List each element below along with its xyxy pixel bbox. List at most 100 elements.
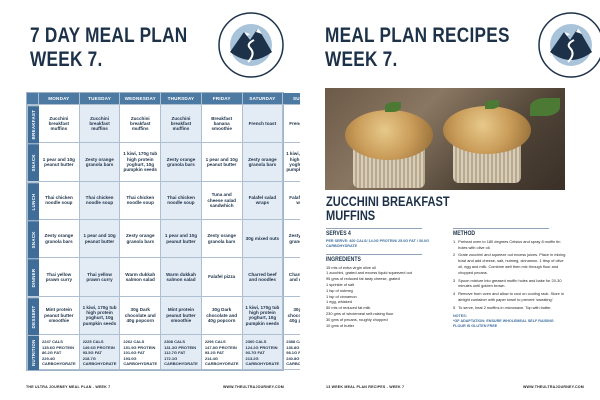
method-list: 1 Preheat oven to 180 degrees Celsius and…	[453, 239, 566, 311]
meal-cell: Thai chicken noodle soup	[120, 181, 162, 220]
serves-ingredients-column: SERVES 4 PER SERVE: 400 CALS/ 14.0G PROT…	[326, 228, 439, 328]
meal-cell: Thai yellow prawn curry	[79, 258, 121, 297]
meal-cell: Thai yellow prawn curry	[39, 258, 80, 297]
row-label: DINNER	[27, 258, 39, 297]
nutrition-value: 93.7G FAT	[245, 350, 265, 356]
nutrition-value: 124.2G PROTEIN	[245, 344, 278, 350]
meal-cell: Zesty orange granola bars	[242, 143, 284, 182]
step-number: 2	[453, 252, 456, 258]
method-heading: METHOD	[453, 228, 550, 238]
meal-plan-page: 7 DAY MEAL PLAN WEEK 7. MONDAY TUESDAY WEDN…	[26, 12, 324, 389]
footer-right: WWW.THEULTRAJOURNEY.COM	[222, 385, 284, 389]
notes-heading: NOTES:	[453, 313, 467, 318]
meal-cell: Zesty orange granola bars	[79, 143, 121, 182]
meal-cell: 30g mixed nuts	[242, 219, 284, 259]
day-header: THURSDAY	[161, 93, 202, 105]
meal-cell: Charred beef and noodles	[242, 258, 284, 297]
nutrition-value: 101.6G FAT	[123, 350, 145, 356]
method-column: METHOD 1 Preheat oven to 180 degrees Cels…	[453, 228, 566, 329]
meal-cell: 1 kiwi, 170g tub high protein yoghurt, 1…	[242, 296, 284, 335]
recipe-title-line-2: MUFFINS	[326, 208, 376, 223]
meal-cell: Zucchini breakfast muffins	[39, 105, 80, 144]
herb-garnish	[385, 102, 401, 112]
step-text: Grate zucchini and squeeze out excess ju…	[458, 252, 566, 275]
step-text: Spoon mixture into greased muffin holes …	[458, 277, 562, 289]
nutrition-cell: 2360 CALS 124.2G PROTEIN 93.7G FAT 213.2G C…	[242, 334, 284, 370]
meal-cell: Warm dukkah salmon salad	[120, 258, 162, 297]
nutrition-value: 98.1G FAT	[286, 350, 306, 356]
meal-cell: Mint protein peanut butter smoothie	[161, 296, 202, 335]
ingredients-heading: INGREDIENTS	[326, 253, 423, 264]
meal-cell: Zucchini breakfast muffins	[79, 105, 121, 144]
meal-cell: Zesty orange granola bars	[201, 219, 243, 259]
per-serve-nutrition: PER SERVE: 400 CALS/ 14.0G PROTEIN/ 25.0…	[326, 238, 429, 248]
day-header: MONDAY	[39, 93, 80, 105]
nutrition-value: 112.7G FAT	[164, 350, 186, 356]
meal-cell: 1 pear and 10g peanut butter	[39, 143, 80, 182]
nutrition-value: 131.3G PROTEIN	[164, 344, 197, 350]
nutrition-cell: 2225 CALS 149.6G PROTEIN 93.5G FAT 218.7G C…	[79, 334, 121, 370]
ingredient-item: 1 tsp of cinnamon	[326, 293, 357, 299]
method-step: 5 To serve, heat 2 muffins in microwave. …	[453, 305, 566, 311]
nutrition-value: 214.4G CARBOHYDRATE	[204, 355, 239, 367]
footer-left: THE ULTRA JOURNEY MEAL PLAN - WEEK 7	[26, 385, 111, 389]
nutrition-cell: 2262 CALS 151.9G PROTEIN 101.6G FAT 193.0G …	[120, 334, 162, 370]
meal-cell: 1 kiwi, 170g tub high protein yoghurt, 1…	[79, 296, 121, 335]
row-label: LUNCH	[27, 181, 39, 220]
recipe-photo	[325, 88, 565, 190]
ingredient-item: 15 mls of extra virgin olive oil	[326, 264, 376, 270]
serves-heading: SERVES 4	[326, 228, 423, 238]
nutrition-value: 213.2G CARBOHYDRATE	[245, 355, 280, 367]
title-line-2: WEEK 7.	[30, 48, 103, 71]
meal-plan-table: MONDAY TUESDAY WEDNESDAY THURSDAY FRIDAY SATU…	[26, 92, 324, 371]
meal-cell: Falafel salad wraps	[242, 181, 284, 220]
meal-cell: 30g Dark chocolate and 40g popcorn	[120, 296, 162, 335]
nutrition-value: 93.5G FAT	[82, 350, 102, 356]
ingredients-list: 15 mls of extra virgin olive oil 1 zucchi…	[326, 265, 439, 329]
muffin	[443, 106, 531, 154]
nutrition-cell: 2308 CALS 131.3G PROTEIN 112.7G FAT 172.1G …	[161, 334, 202, 370]
nutrition-value: 149.6G PROTEIN	[82, 344, 115, 350]
row-label: BREAKFAST	[27, 105, 39, 144]
nutrition-value: 2308 CALS	[164, 338, 186, 344]
meal-cell: Zucchini breakfast muffins	[161, 105, 202, 144]
page-title: 7 DAY MEAL PLAN WEEK 7.	[30, 24, 187, 72]
nutrition-value: 2388 CALS	[286, 338, 308, 344]
nutrition-value: 193.0G CARBOHYDRATE	[123, 355, 158, 367]
meal-cell: Thai chicken noodle soup	[161, 181, 202, 220]
footer-right: WWW.THEULTRAJOURNEY.COM	[522, 385, 584, 389]
step-number: 4	[453, 291, 456, 297]
nutrition-value: 135.6G PROTEIN	[42, 344, 75, 350]
ultra-journey-logo	[538, 12, 600, 78]
day-header: TUESDAY	[79, 93, 121, 105]
nutrition-value: 147.8G PROTEIN	[204, 344, 237, 350]
row-label: DESSERT	[27, 296, 39, 335]
ingredient-item: 50 mls of reduced fat milk	[326, 305, 371, 311]
ingredient-item: 30 gms of pecans, roughly chopped	[326, 316, 388, 322]
corner-cell	[27, 93, 39, 105]
ingredient-item: 1 zucchini, grated and excess liquid squ…	[326, 270, 412, 276]
nutrition-value: 93.2G FAT	[204, 350, 225, 356]
meal-cell: Warm dukkah salmon salad	[161, 258, 202, 297]
meal-cell: Falafel pizza	[201, 258, 243, 297]
meal-cell: Breakfast banana smoothie	[201, 105, 243, 144]
nutrition-value: 2360 CALS	[245, 338, 267, 344]
meal-cell: Zucchini breakfast muffins	[120, 105, 162, 144]
row-label: NUTRITION	[27, 334, 39, 370]
day-header: FRIDAY	[201, 93, 243, 105]
day-header: SATURDAY	[242, 93, 284, 105]
meal-cell: Zesty orange granola bars	[39, 219, 80, 259]
meal-cell: 1 pear and 10g peanut butter	[161, 219, 202, 259]
meal-cell: 1 pear and 10g peanut butter	[201, 143, 243, 182]
step-number: 1	[453, 238, 456, 244]
meal-cell: Mint protein peanut butter smoothie	[39, 296, 80, 335]
recipes-page: MEAL PLAN RECIPES WEEK 7.	[300, 0, 600, 400]
meal-cell: Thai chicken noodle soup	[39, 181, 80, 220]
herb-garnish	[530, 98, 560, 116]
nutrition-value: 86.2G FAT	[42, 350, 62, 356]
page-title: MEAL PLAN RECIPES WEEK 7.	[325, 24, 510, 72]
notes-text: *GF ADAPTATION: ENSURE WHOLEMEAL SELF RA…	[453, 318, 554, 328]
nutrition-value: 2296 CALS	[204, 338, 226, 344]
nutrition-cell: 2247 CALS 135.6G PROTEIN 86.2G FAT 229.4G C…	[39, 334, 80, 370]
ingredient-item: 1 egg, whisked	[326, 299, 352, 305]
